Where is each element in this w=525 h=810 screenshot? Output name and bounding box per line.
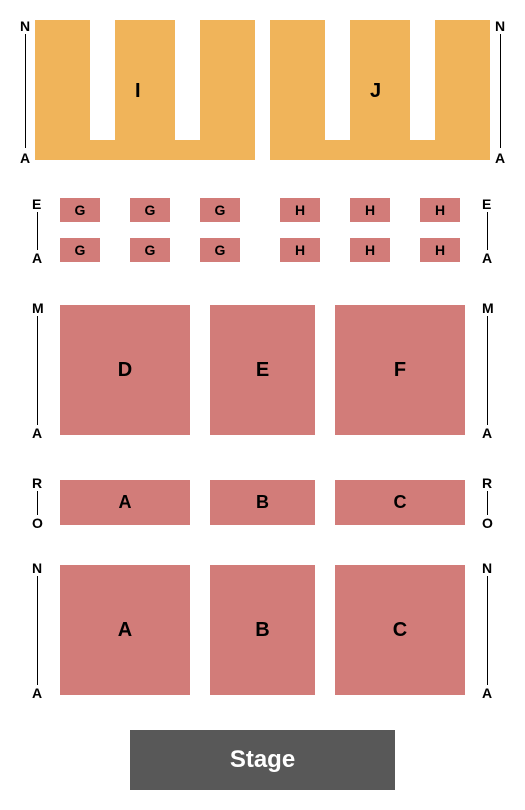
abc-big-right-bottom-label: A	[482, 685, 492, 701]
def-right-top-label: M	[482, 300, 494, 316]
section-H[interactable]: H	[280, 238, 320, 262]
abc-big-right-line	[487, 576, 488, 685]
section-G[interactable]: G	[60, 238, 100, 262]
section-label: C	[393, 619, 407, 642]
section-label: H	[295, 202, 305, 218]
section-label: G	[75, 202, 86, 218]
abc-big-left-top-label: N	[32, 560, 42, 576]
section-I-label: I	[135, 80, 141, 103]
section-I-cutout-1	[90, 20, 115, 140]
section-label: G	[215, 202, 226, 218]
section-I[interactable]	[35, 20, 255, 160]
abc-small-left-line	[37, 491, 38, 515]
section-F[interactable]: F	[335, 305, 465, 435]
seating-chart: I J N A N A G G G H H H G G G H H H E A …	[0, 0, 525, 810]
section-label: G	[75, 242, 86, 258]
section-H[interactable]: H	[420, 238, 460, 262]
section-H[interactable]: H	[350, 198, 390, 222]
section-H[interactable]: H	[350, 238, 390, 262]
section-label: F	[394, 359, 406, 382]
balcony-left-line	[25, 34, 26, 148]
section-label: C	[394, 492, 407, 513]
def-right-line	[487, 316, 488, 425]
balcony-right-bottom-label: A	[495, 150, 505, 166]
section-B-lower[interactable]: B	[210, 565, 315, 695]
section-label: G	[215, 242, 226, 258]
section-G[interactable]: G	[130, 198, 170, 222]
section-C-lower[interactable]: C	[335, 565, 465, 695]
def-left-line	[37, 316, 38, 425]
stage-label: Stage	[230, 746, 295, 774]
section-label: H	[365, 242, 375, 258]
gh-right-line	[487, 212, 488, 250]
section-label: H	[435, 202, 445, 218]
section-G[interactable]: G	[60, 198, 100, 222]
gh-left-top-label: E	[32, 196, 41, 212]
def-left-bottom-label: A	[32, 425, 42, 441]
section-G[interactable]: G	[200, 238, 240, 262]
abc-big-left-bottom-label: A	[32, 685, 42, 701]
section-label: A	[118, 619, 132, 642]
section-G[interactable]: G	[200, 198, 240, 222]
balcony-left-top-label: N	[20, 18, 30, 34]
gh-left-line	[37, 212, 38, 250]
def-right-bottom-label: A	[482, 425, 492, 441]
section-G[interactable]: G	[130, 238, 170, 262]
section-label: A	[119, 492, 132, 513]
abc-small-right-bottom-label: O	[482, 515, 493, 531]
stage: Stage	[130, 730, 395, 790]
abc-small-left-top-label: R	[32, 475, 42, 491]
balcony-left-bottom-label: A	[20, 150, 30, 166]
def-left-top-label: M	[32, 300, 44, 316]
section-label: H	[295, 242, 305, 258]
section-A-upper[interactable]: A	[60, 480, 190, 525]
section-label: B	[255, 619, 269, 642]
balcony-right-top-label: N	[495, 18, 505, 34]
section-label: D	[118, 359, 132, 382]
gh-right-bottom-label: A	[482, 250, 492, 266]
section-J-cutout-2	[410, 20, 435, 140]
section-D[interactable]: D	[60, 305, 190, 435]
section-J-label: J	[370, 80, 381, 103]
section-E[interactable]: E	[210, 305, 315, 435]
gh-left-bottom-label: A	[32, 250, 42, 266]
section-label: G	[145, 242, 156, 258]
balcony-right-line	[500, 34, 501, 148]
section-H[interactable]: H	[420, 198, 460, 222]
abc-big-left-line	[37, 576, 38, 685]
section-C-upper[interactable]: C	[335, 480, 465, 525]
section-I-cutout-2	[175, 20, 200, 140]
section-label: B	[256, 492, 269, 513]
section-A-lower[interactable]: A	[60, 565, 190, 695]
abc-small-left-bottom-label: O	[32, 515, 43, 531]
section-label: H	[435, 242, 445, 258]
section-J-cutout-1	[325, 20, 350, 140]
gh-right-top-label: E	[482, 196, 491, 212]
section-label: G	[145, 202, 156, 218]
abc-small-right-top-label: R	[482, 475, 492, 491]
abc-small-right-line	[487, 491, 488, 515]
section-label: H	[365, 202, 375, 218]
section-label: E	[256, 359, 269, 382]
abc-big-right-top-label: N	[482, 560, 492, 576]
section-H[interactable]: H	[280, 198, 320, 222]
section-B-upper[interactable]: B	[210, 480, 315, 525]
